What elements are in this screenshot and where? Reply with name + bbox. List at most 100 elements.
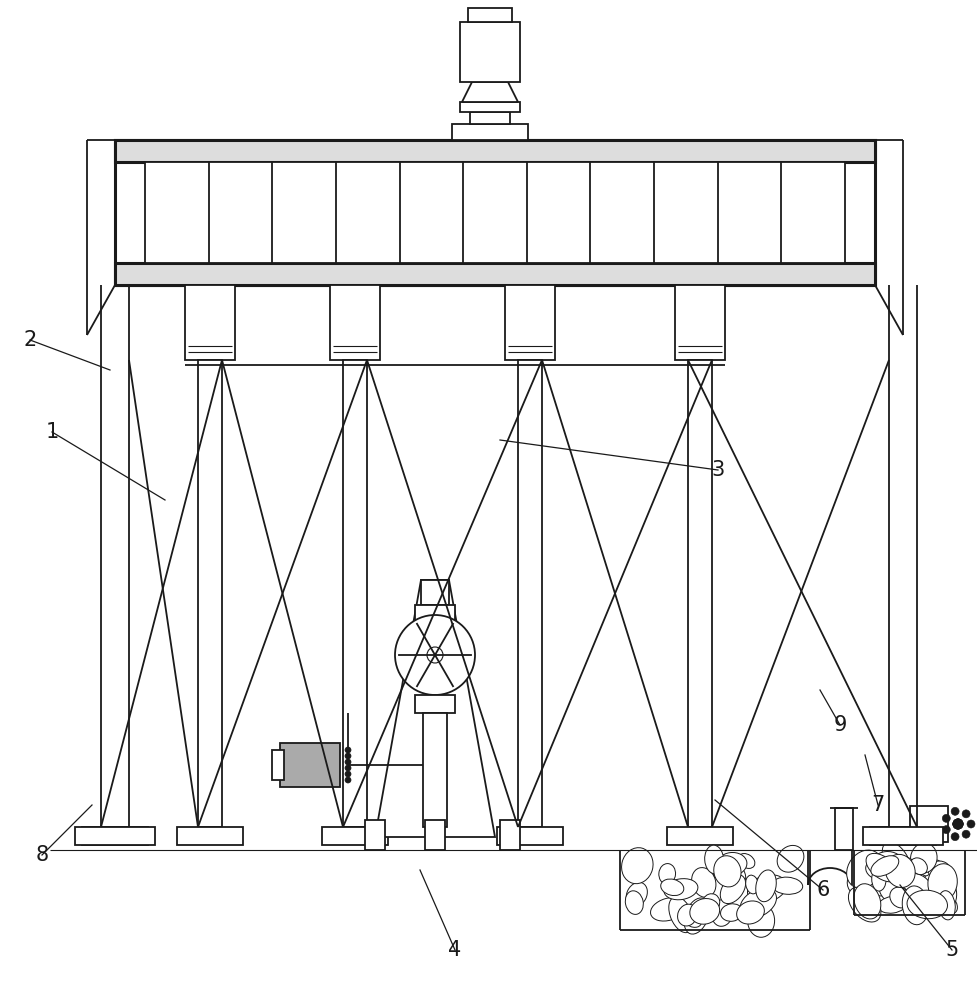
Bar: [415, 695, 455, 713]
Ellipse shape: [907, 890, 948, 919]
Ellipse shape: [879, 881, 911, 907]
Ellipse shape: [933, 877, 956, 911]
Circle shape: [952, 807, 959, 815]
Ellipse shape: [885, 854, 915, 887]
Ellipse shape: [878, 896, 907, 913]
Ellipse shape: [692, 868, 716, 897]
Circle shape: [942, 814, 951, 822]
Ellipse shape: [720, 875, 745, 904]
Bar: [667, 827, 733, 845]
Ellipse shape: [747, 904, 775, 937]
Bar: [343, 360, 367, 827]
Bar: [675, 285, 725, 360]
Bar: [470, 112, 510, 124]
Ellipse shape: [680, 906, 701, 927]
Bar: [115, 140, 875, 285]
Polygon shape: [375, 580, 495, 837]
Ellipse shape: [848, 887, 881, 922]
Ellipse shape: [882, 842, 911, 879]
Ellipse shape: [756, 870, 777, 902]
Ellipse shape: [928, 861, 951, 880]
Bar: [280, 743, 340, 787]
Circle shape: [345, 777, 351, 783]
Ellipse shape: [741, 888, 777, 918]
Polygon shape: [462, 82, 518, 102]
Ellipse shape: [737, 901, 764, 924]
Ellipse shape: [721, 904, 743, 921]
Bar: [505, 285, 555, 360]
Ellipse shape: [684, 898, 709, 934]
Text: 1: 1: [45, 422, 59, 442]
Circle shape: [953, 819, 963, 829]
Text: 4: 4: [448, 940, 461, 960]
Bar: [468, 8, 512, 22]
Bar: [145, 162, 845, 263]
Bar: [365, 820, 385, 850]
Ellipse shape: [919, 886, 938, 906]
Text: 3: 3: [711, 460, 725, 480]
Ellipse shape: [870, 871, 897, 896]
Ellipse shape: [928, 864, 957, 901]
Polygon shape: [688, 285, 712, 320]
Ellipse shape: [739, 854, 755, 868]
Bar: [460, 22, 520, 82]
Ellipse shape: [723, 864, 745, 888]
Ellipse shape: [678, 904, 698, 926]
Circle shape: [395, 615, 475, 695]
Bar: [75, 827, 155, 845]
Bar: [272, 750, 284, 780]
Ellipse shape: [660, 879, 684, 896]
Polygon shape: [343, 285, 367, 320]
Text: 5: 5: [946, 940, 958, 960]
Ellipse shape: [892, 856, 917, 875]
Ellipse shape: [716, 852, 747, 876]
Text: 2: 2: [23, 330, 36, 350]
Bar: [415, 605, 455, 620]
Ellipse shape: [772, 877, 803, 894]
Ellipse shape: [890, 887, 911, 908]
Circle shape: [953, 819, 963, 829]
Bar: [421, 580, 449, 605]
Circle shape: [942, 826, 951, 834]
Circle shape: [345, 747, 351, 753]
Ellipse shape: [937, 892, 957, 914]
Circle shape: [345, 759, 351, 765]
Ellipse shape: [621, 848, 653, 884]
Circle shape: [962, 810, 970, 818]
Bar: [518, 360, 542, 827]
Ellipse shape: [902, 873, 931, 895]
Circle shape: [951, 833, 959, 841]
Circle shape: [962, 830, 970, 838]
Bar: [500, 820, 520, 850]
Ellipse shape: [924, 872, 939, 893]
Bar: [870, 827, 936, 845]
Ellipse shape: [911, 843, 937, 873]
Ellipse shape: [920, 855, 933, 876]
Bar: [82, 827, 148, 845]
Ellipse shape: [866, 853, 899, 882]
Circle shape: [427, 647, 443, 663]
Bar: [425, 820, 445, 850]
Circle shape: [953, 819, 963, 829]
Text: 9: 9: [833, 715, 847, 735]
Ellipse shape: [871, 856, 899, 876]
Ellipse shape: [701, 894, 720, 913]
Circle shape: [345, 765, 351, 771]
Text: 7: 7: [871, 795, 884, 815]
Ellipse shape: [669, 897, 694, 933]
Ellipse shape: [713, 859, 733, 881]
Ellipse shape: [658, 864, 675, 884]
Ellipse shape: [747, 875, 786, 902]
Bar: [452, 124, 528, 140]
Ellipse shape: [916, 862, 935, 874]
Ellipse shape: [902, 886, 929, 925]
Ellipse shape: [871, 852, 904, 878]
Ellipse shape: [625, 891, 643, 914]
Bar: [322, 827, 388, 845]
Circle shape: [345, 771, 351, 777]
Bar: [177, 827, 243, 845]
Ellipse shape: [719, 859, 737, 876]
Bar: [115, 140, 875, 162]
Bar: [835, 808, 853, 850]
Text: 8: 8: [35, 845, 49, 865]
